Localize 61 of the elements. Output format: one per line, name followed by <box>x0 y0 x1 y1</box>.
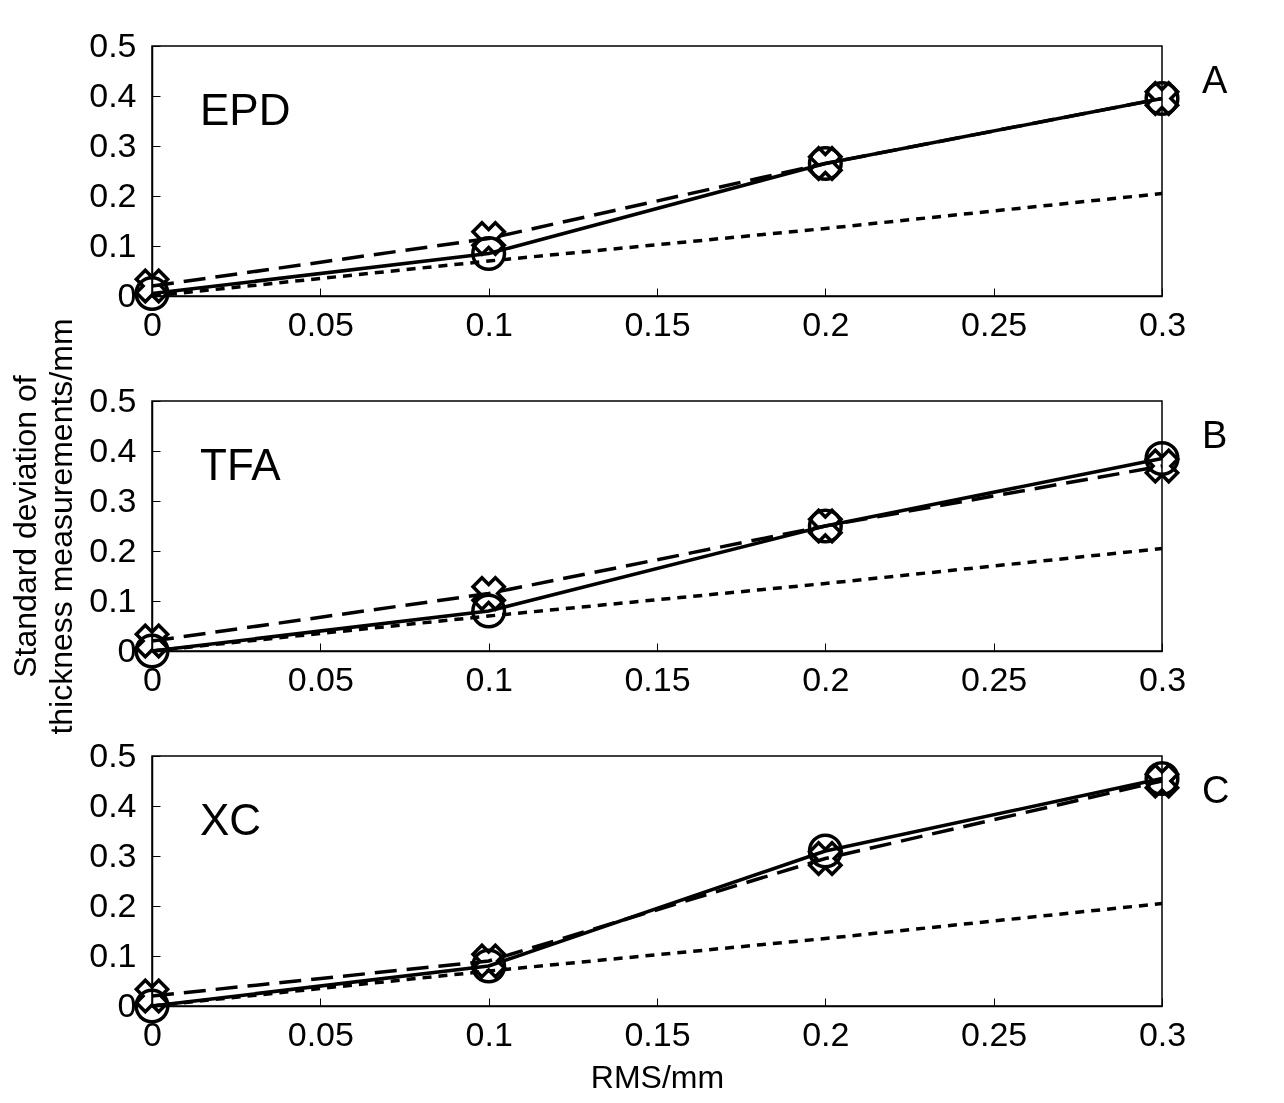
y-tick-label: 0.2 <box>89 175 137 214</box>
y-tick-label: 0.3 <box>89 125 137 164</box>
x-tick-label: 0.2 <box>802 304 850 343</box>
y-tick-label: 0.5 <box>89 25 137 64</box>
x-tick-label: 0.15 <box>624 659 691 698</box>
x-tick-label: 0.2 <box>802 1014 850 1053</box>
y-axis-title: Standard deviation of thickness measurements/mm <box>7 318 80 735</box>
y-tick-label: 0.5 <box>89 380 137 419</box>
y-tick-label: 0 <box>117 275 137 314</box>
y-tick-label: 0.2 <box>89 530 137 569</box>
x-tick-label: 0.1 <box>465 1014 513 1053</box>
y-tick-label: 0.4 <box>89 430 137 469</box>
x-tick-label: 0.1 <box>465 659 513 698</box>
x-tick-label: 0.3 <box>1138 1014 1187 1053</box>
point <box>1144 448 1180 484</box>
point <box>1144 440 1180 477</box>
y-tick-label: 0.5 <box>89 735 137 774</box>
text: A <box>1202 59 1228 101</box>
point <box>134 275 170 312</box>
point <box>471 221 507 256</box>
point <box>134 978 170 1014</box>
point <box>471 576 507 611</box>
point <box>134 988 170 1024</box>
point <box>807 841 843 876</box>
x-tick-label: 0.05 <box>287 659 354 698</box>
x-tick-label: 0.05 <box>287 1014 354 1053</box>
point <box>471 593 507 629</box>
x-tick-label: 0.25 <box>961 1014 1028 1053</box>
point <box>134 268 170 304</box>
x-tick-label: 0.25 <box>961 659 1028 698</box>
annotation: TFA <box>200 440 282 489</box>
y-tick-label: 0 <box>117 985 137 1024</box>
text: C <box>1202 769 1230 811</box>
x-tick-label: 0.1 <box>465 304 513 343</box>
y-tick-label: 0.2 <box>89 885 137 924</box>
y-tick-label: 0.1 <box>89 935 137 974</box>
text: B <box>1202 414 1228 456</box>
x-tick-label: 0.05 <box>287 304 354 343</box>
x-tick-label: 0 <box>143 659 162 698</box>
x-tick-label: 0.2 <box>802 659 850 698</box>
x-tick-label: 0.25 <box>961 304 1028 343</box>
annotation: XC <box>200 795 262 844</box>
y-tick-label: 0 <box>117 630 137 669</box>
point <box>471 235 507 272</box>
x-tick-label: 0.3 <box>1138 304 1187 343</box>
point <box>807 833 843 869</box>
y-tick-label: 0.4 <box>89 75 137 114</box>
x-tick-label: 0.15 <box>624 304 691 343</box>
x-axis-title: RMS/mm <box>590 1058 725 1095</box>
x-tick-label: 0.3 <box>1138 659 1187 698</box>
y-tick-label: 0.3 <box>89 835 137 874</box>
x-tick-label: 0 <box>143 1014 162 1053</box>
y-tick-label: 0.1 <box>89 580 137 619</box>
point <box>134 633 170 669</box>
y-tick-label: 0.4 <box>89 785 137 824</box>
x-tick-label: 0 <box>143 304 162 343</box>
x-tick-label: 0.15 <box>624 1014 691 1053</box>
point <box>134 623 170 659</box>
y-tick-label: 0.3 <box>89 480 137 519</box>
annotation: EPD <box>200 85 291 134</box>
y-tick-label: 0.1 <box>89 225 137 264</box>
